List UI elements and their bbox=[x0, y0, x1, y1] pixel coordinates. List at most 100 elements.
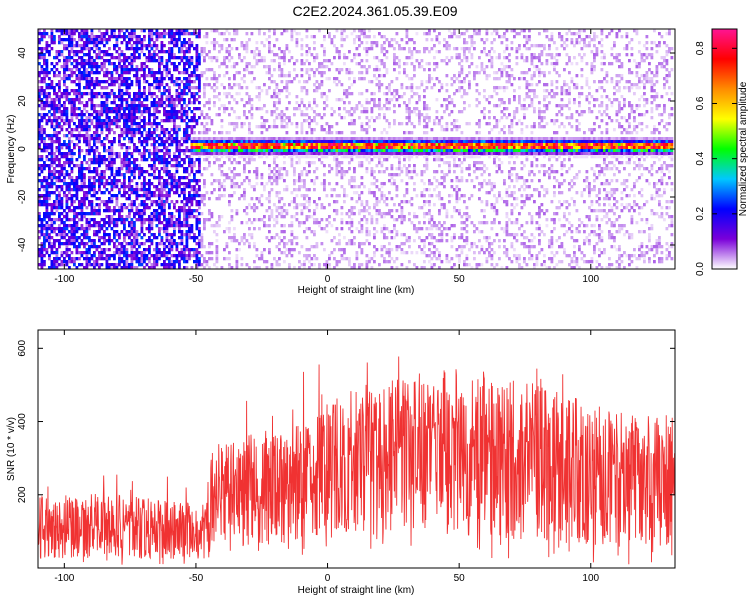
heatmap-cell bbox=[203, 143, 206, 147]
heatmap-cell bbox=[175, 242, 179, 246]
heatmap-cell bbox=[243, 158, 246, 162]
heatmap-cell bbox=[88, 47, 91, 51]
heatmap-cell bbox=[155, 32, 159, 36]
heatmap-cell bbox=[38, 173, 41, 177]
heatmap-cell bbox=[190, 56, 194, 60]
heatmap-cell bbox=[298, 221, 301, 225]
heatmap-cell bbox=[190, 44, 194, 48]
heatmap-cell bbox=[90, 209, 94, 213]
heatmap-cell bbox=[115, 230, 119, 234]
heatmap-cell bbox=[45, 119, 49, 123]
heatmap-cell bbox=[255, 95, 259, 99]
heatmap-cell bbox=[148, 110, 151, 114]
heatmap-cell bbox=[78, 251, 81, 255]
heatmap-cell bbox=[138, 131, 141, 135]
heatmap-cell bbox=[85, 62, 89, 66]
heatmap-cell bbox=[75, 98, 79, 102]
heatmap-cell bbox=[273, 104, 276, 108]
heatmap-cell bbox=[233, 128, 236, 132]
heatmap-cell bbox=[78, 95, 81, 99]
heatmap-cell bbox=[208, 137, 211, 141]
heatmap-cell bbox=[38, 98, 41, 102]
heatmap-cell bbox=[305, 107, 309, 111]
heatmap-cell bbox=[103, 62, 106, 66]
heatmap-cell bbox=[90, 89, 94, 93]
heatmap-cell bbox=[40, 266, 44, 270]
heatmap-cell bbox=[88, 134, 91, 138]
heatmap-cell bbox=[198, 185, 201, 189]
heatmap-cell bbox=[145, 254, 149, 258]
heatmap-cell bbox=[110, 89, 114, 93]
heatmap-cell bbox=[73, 230, 76, 234]
heatmap-cell bbox=[103, 146, 106, 150]
heatmap-cell bbox=[340, 155, 344, 159]
heatmap-cell bbox=[258, 143, 261, 147]
heatmap-cell bbox=[73, 152, 76, 156]
heatmap-cell bbox=[95, 113, 99, 117]
heatmap-cell bbox=[238, 116, 241, 120]
heatmap-cell bbox=[120, 242, 124, 246]
heatmap-cell bbox=[143, 140, 146, 144]
heatmap-cell bbox=[90, 206, 94, 210]
heatmap-cell bbox=[315, 86, 319, 90]
heatmap-cell bbox=[150, 113, 154, 117]
heatmap-cell bbox=[273, 59, 276, 63]
heatmap-cell bbox=[148, 107, 151, 111]
heatmap-cell bbox=[53, 110, 56, 114]
heatmap-cell bbox=[270, 110, 274, 114]
heatmap-cell bbox=[43, 35, 46, 39]
heatmap-cell bbox=[240, 221, 244, 225]
heatmap-cell bbox=[205, 122, 209, 126]
heatmap-cell bbox=[228, 86, 231, 90]
heatmap-cell bbox=[63, 260, 66, 264]
heatmap-cell bbox=[95, 140, 99, 144]
heatmap-cell bbox=[138, 173, 141, 177]
heatmap-cell bbox=[170, 182, 174, 186]
heatmap-cell bbox=[353, 170, 356, 174]
heatmap-cell bbox=[173, 206, 176, 210]
heatmap-cell bbox=[298, 104, 301, 108]
heatmap-cell bbox=[115, 107, 119, 111]
heatmap-cell bbox=[138, 125, 141, 129]
heatmap-cell bbox=[200, 149, 204, 153]
heatmap-cell bbox=[313, 41, 316, 45]
heatmap-cell bbox=[240, 155, 244, 159]
heatmap-cell bbox=[108, 158, 111, 162]
heatmap-cell bbox=[165, 221, 169, 225]
heatmap-cell bbox=[110, 218, 114, 222]
heatmap-cell bbox=[70, 44, 74, 48]
heatmap-cell bbox=[50, 104, 54, 108]
heatmap-cell bbox=[110, 128, 114, 132]
heatmap-cell bbox=[173, 65, 176, 69]
heatmap-cell bbox=[113, 224, 116, 228]
heatmap-cell bbox=[263, 188, 266, 192]
heatmap-cell bbox=[45, 206, 49, 210]
heatmap-cell bbox=[40, 92, 44, 96]
heatmap-cell bbox=[283, 203, 286, 207]
heatmap-cell bbox=[125, 41, 129, 45]
heatmap-cell bbox=[315, 89, 319, 93]
heatmap-cell bbox=[268, 179, 271, 183]
heatmap-cell bbox=[195, 257, 199, 261]
heatmap-cell bbox=[173, 119, 176, 123]
heatmap-cell bbox=[98, 152, 101, 156]
heatmap-cell bbox=[188, 194, 191, 198]
heatmap-cell bbox=[183, 167, 186, 171]
heatmap-cell bbox=[65, 86, 69, 90]
heatmap-cell bbox=[103, 65, 106, 69]
heatmap-cell bbox=[223, 62, 226, 66]
heatmap-cell bbox=[198, 260, 201, 264]
heatmap-cell bbox=[155, 200, 159, 204]
heatmap-cell bbox=[140, 212, 144, 216]
heatmap-cell bbox=[38, 158, 41, 162]
heatmap-cell bbox=[63, 164, 66, 168]
heatmap-cell bbox=[170, 188, 174, 192]
heatmap-cell bbox=[328, 266, 331, 270]
heatmap-cell bbox=[258, 152, 261, 156]
heatmap-cell bbox=[333, 44, 336, 48]
heatmap-cell bbox=[283, 167, 286, 171]
heatmap-cell bbox=[323, 206, 326, 210]
heatmap-cell bbox=[123, 53, 126, 57]
heatmap-cell bbox=[155, 83, 159, 87]
heatmap-cell bbox=[198, 230, 201, 234]
